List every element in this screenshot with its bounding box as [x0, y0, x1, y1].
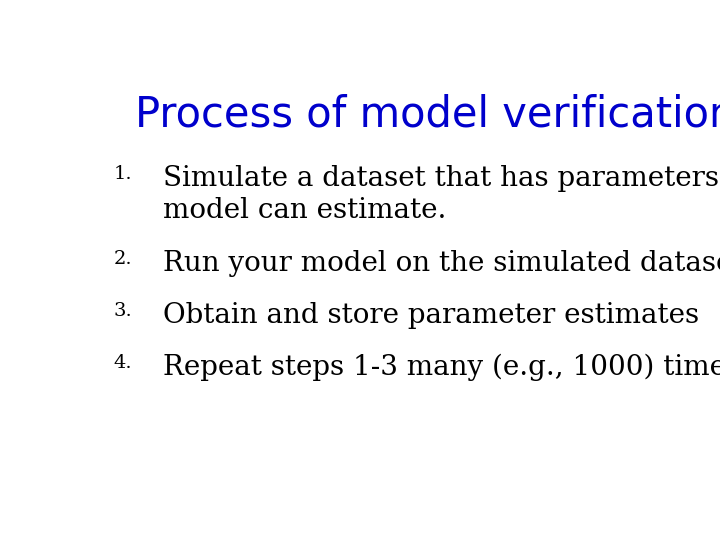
- Text: Run your model on the simulated dataset: Run your model on the simulated dataset: [163, 250, 720, 277]
- Text: Obtain and store parameter estimates: Obtain and store parameter estimates: [163, 302, 698, 329]
- Text: Process of model verification: Process of model verification: [135, 94, 720, 136]
- Text: Repeat steps 1-3 many (e.g., 1000) times: Repeat steps 1-3 many (e.g., 1000) times: [163, 354, 720, 381]
- Text: 3.: 3.: [113, 302, 132, 320]
- Text: 1.: 1.: [113, 165, 132, 183]
- Text: 2.: 2.: [113, 250, 132, 268]
- Text: Simulate a dataset that has parameters that your
model can estimate.: Simulate a dataset that has parameters t…: [163, 165, 720, 224]
- Text: 4.: 4.: [113, 354, 132, 372]
